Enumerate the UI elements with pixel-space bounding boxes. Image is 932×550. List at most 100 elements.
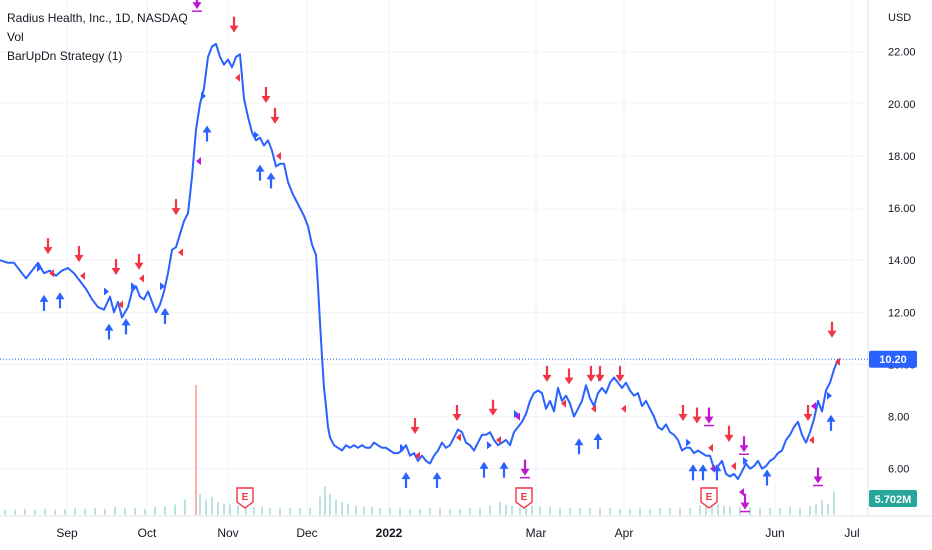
long-entry-arrow-head: [401, 472, 411, 480]
volume-bar: [619, 508, 621, 515]
volume-bar: [759, 507, 761, 515]
volume-bar: [54, 509, 56, 515]
volume-bar: [205, 499, 207, 515]
arrow-head: [171, 208, 181, 216]
volume-bar: [253, 507, 255, 515]
volume-bar: [439, 508, 441, 515]
volume-bar: [94, 507, 96, 515]
volume-bar: [419, 508, 421, 515]
volume-bar: [211, 496, 213, 515]
volume-bar: [459, 508, 461, 515]
long-entry-arrow: [121, 318, 131, 335]
arrow-head: [827, 330, 837, 338]
volume-bar: [699, 505, 701, 515]
earnings-flag: E: [515, 487, 533, 509]
arrow-head: [542, 374, 552, 382]
exit-arrow-head: [192, 2, 202, 10]
short-entry-arrow: [270, 107, 280, 124]
short-entry-arrow: [229, 16, 239, 33]
volume-bar: [815, 504, 817, 515]
short-entry-arrow: [542, 365, 552, 382]
volume-bar: [589, 508, 591, 515]
volume-bar: [64, 509, 66, 515]
short-entry-flag: [49, 269, 54, 278]
short-entry-flag: [139, 274, 144, 283]
volume-indicator-label[interactable]: Vol: [7, 30, 24, 44]
volume-bar: [669, 507, 671, 515]
long-entry-flag: [487, 441, 492, 450]
short-entry-flag: [415, 451, 420, 460]
long-entry-arrow: [762, 469, 772, 486]
long-entry-arrow-head: [104, 323, 114, 331]
exit-arrow: [192, 0, 202, 12]
y-tick-label: 8.00: [888, 412, 909, 424]
strategy-markers: [37, 0, 840, 513]
volume-bar: [335, 499, 337, 515]
short-entry-arrow: [678, 404, 688, 421]
volume-bar: [4, 509, 6, 515]
volume-bar: [309, 507, 311, 515]
volume-bar: [609, 508, 611, 515]
volume-bar: [279, 507, 281, 515]
earnings-flag: E: [236, 487, 254, 509]
short-entry-arrow: [586, 365, 596, 382]
short-entry-flag: [456, 433, 461, 442]
volume-bar: [379, 507, 381, 515]
x-tick-label: Nov: [217, 526, 238, 540]
volume-bar: [371, 507, 373, 515]
volume-bar: [114, 507, 116, 515]
arrow-head: [803, 413, 813, 421]
volume-bar: [319, 496, 321, 515]
volume-bar: [34, 509, 36, 515]
volume-bar: [659, 508, 661, 515]
arrow-head: [410, 426, 420, 434]
x-tick-label: Mar: [526, 526, 547, 540]
time-axis[interactable]: Sep Oct Nov Dec 2022 Mar Apr Jun Jul: [56, 526, 859, 540]
volume-bar: [341, 502, 343, 515]
long-entry-arrow: [698, 464, 708, 481]
short-entry-arrow: [803, 404, 813, 421]
short-entry-arrow: [615, 365, 625, 382]
volume-badge: 5.702M: [869, 490, 917, 507]
volume-bar: [329, 494, 331, 515]
y-tick-label: 18.00: [888, 151, 916, 163]
long-entry-flag: [201, 92, 206, 101]
short-entry-arrow: [827, 321, 837, 338]
volume-bar: [499, 502, 501, 515]
exit-arrow: [520, 459, 530, 479]
exit-arrow-head: [704, 416, 714, 424]
volume-bar: [833, 491, 835, 515]
volume-bar: [289, 507, 291, 515]
exit-flag: [196, 157, 201, 166]
long-entry-arrow-head: [698, 464, 708, 472]
strategy-label[interactable]: BarUpDn Strategy (1): [7, 49, 123, 63]
volume-bar: [711, 499, 713, 515]
volume-bar: [599, 508, 601, 515]
long-entry-flag: [743, 456, 748, 465]
short-entry-arrow: [452, 404, 462, 421]
exit-arrow-head: [740, 502, 750, 510]
short-entry-flag: [561, 399, 566, 408]
long-entry-flag: [160, 282, 165, 291]
volume-bar: [363, 506, 365, 515]
exit-flag: [515, 412, 520, 421]
volume-bar: [449, 508, 451, 515]
volume-bar: [324, 486, 326, 515]
x-tick-label: Dec: [296, 526, 317, 540]
price-axis[interactable]: 22.0020.0018.0016.0014.0012.0010.008.006…: [888, 47, 916, 476]
volume-bar: [511, 505, 513, 515]
price-series-line: [0, 42, 839, 481]
x-tick-label: Oct: [138, 526, 157, 540]
volume-bars: [4, 385, 835, 515]
arrow-head: [615, 374, 625, 382]
symbol-title[interactable]: Radius Health, Inc., 1D, NASDAQ: [7, 11, 188, 25]
long-entry-arrow-head: [55, 292, 65, 300]
volume-bar: [14, 509, 16, 515]
short-entry-arrow: [595, 365, 605, 382]
long-entry-arrow: [401, 472, 411, 489]
volume-bar: [579, 508, 581, 515]
exit-arrow: [740, 493, 750, 513]
volume-bar: [24, 508, 26, 515]
earnings-flag-label: E: [521, 492, 528, 503]
